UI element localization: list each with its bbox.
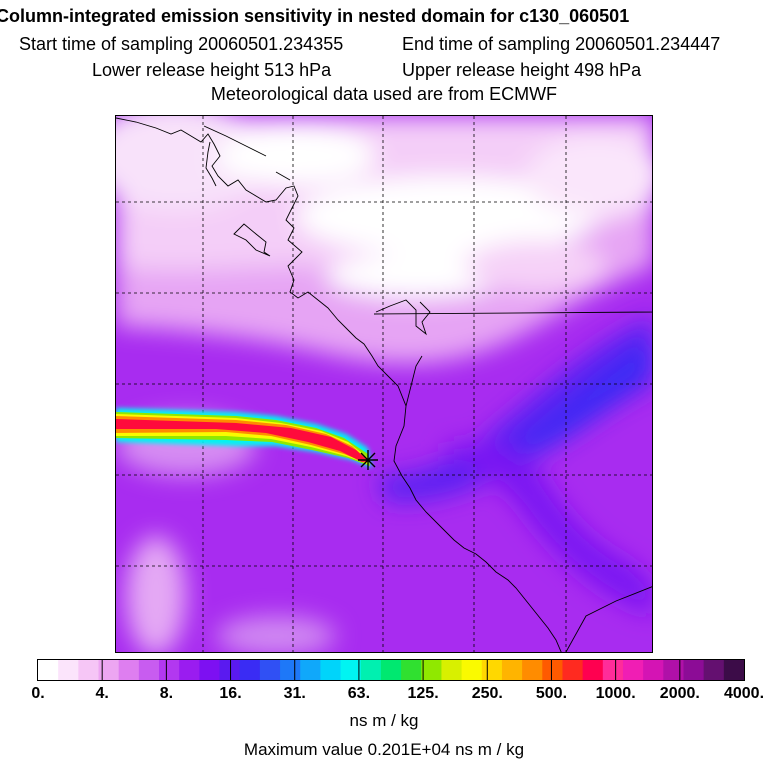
color-swatch — [401, 660, 422, 680]
color-scale-tick-label: 4. — [95, 685, 109, 702]
color-swatch — [562, 660, 584, 680]
max-value-label: Maximum value 0.201E+04 ns m / kg — [243, 740, 525, 759]
color-swatch — [602, 660, 624, 680]
color-swatch — [98, 660, 120, 680]
color-swatch — [320, 660, 342, 680]
color-scale-tick-label: 4000. — [723, 685, 765, 702]
color-swatch — [219, 660, 241, 680]
color-scale-swatches — [38, 660, 744, 680]
color-swatch — [663, 660, 685, 680]
color-swatch — [461, 660, 483, 680]
color-swatch — [582, 660, 604, 680]
color-swatch — [300, 660, 321, 680]
color-swatch — [138, 660, 160, 680]
color-swatch — [38, 660, 59, 680]
color-swatch — [380, 660, 402, 680]
color-swatch — [622, 660, 644, 680]
upper-height-label: Upper release height 498 hPa — [402, 60, 642, 80]
color-scale-tick-label: 250. — [471, 685, 503, 702]
color-swatch — [683, 660, 705, 680]
color-swatch — [643, 660, 664, 680]
color-scale-ticks: 0. 4. 8. 16. 31. 63. 125. 250. 500. 1000. 2000. 400… — [0, 685, 768, 705]
map-canvas — [116, 116, 652, 652]
color-scale-tick-label: 1000. — [595, 685, 636, 702]
color-swatch — [441, 660, 463, 680]
color-swatch — [723, 660, 744, 680]
end-time-label: End time of sampling 20060501.234447 — [402, 34, 721, 54]
color-scale-tick-label: 125. — [407, 685, 439, 702]
color-swatch — [199, 660, 221, 680]
color-scale-tick-label: 16. — [219, 685, 242, 702]
color-swatch — [703, 660, 725, 680]
lower-height-label: Lower release height 513 hPa — [92, 60, 332, 80]
low-sensitivity-region — [116, 116, 652, 652]
color-swatch — [501, 660, 523, 680]
sensitivity-map — [115, 115, 653, 653]
color-swatch — [179, 660, 200, 680]
high-sensitivity-band — [376, 316, 652, 616]
color-swatch — [239, 660, 261, 680]
color-swatch — [159, 660, 180, 680]
start-time-label: Start time of sampling 20060501.234355 — [19, 34, 344, 54]
units-label: ns m / kg — [349, 711, 419, 730]
color-swatch — [78, 660, 100, 680]
color-swatch — [522, 660, 543, 680]
met-data-label: Meteorological data used are from ECMWF — [210, 84, 558, 104]
color-swatch — [280, 660, 301, 680]
color-swatch — [542, 660, 564, 680]
color-scale-tick-label: 31. — [283, 685, 306, 702]
color-swatch — [481, 660, 503, 680]
color-swatch — [340, 660, 362, 680]
release-point-star-icon — [358, 450, 378, 470]
coastline — [116, 117, 652, 652]
color-swatch — [118, 660, 140, 680]
color-swatch — [58, 660, 79, 680]
color-scale-tick-label: 8. — [159, 685, 174, 702]
color-scale-tick-label: 63. — [347, 685, 371, 702]
color-scale-tick-label: 2000. — [659, 685, 700, 702]
color-scale-bar — [37, 659, 745, 681]
map-title: Column-integrated emission sensitivity i… — [0, 6, 630, 26]
color-swatch — [421, 660, 443, 680]
color-scale-tick-label: 0. — [31, 685, 45, 702]
color-scale-tick-label: 500. — [535, 685, 568, 702]
color-swatch — [259, 660, 281, 680]
emission-plume — [116, 408, 372, 468]
color-swatch — [360, 660, 382, 680]
